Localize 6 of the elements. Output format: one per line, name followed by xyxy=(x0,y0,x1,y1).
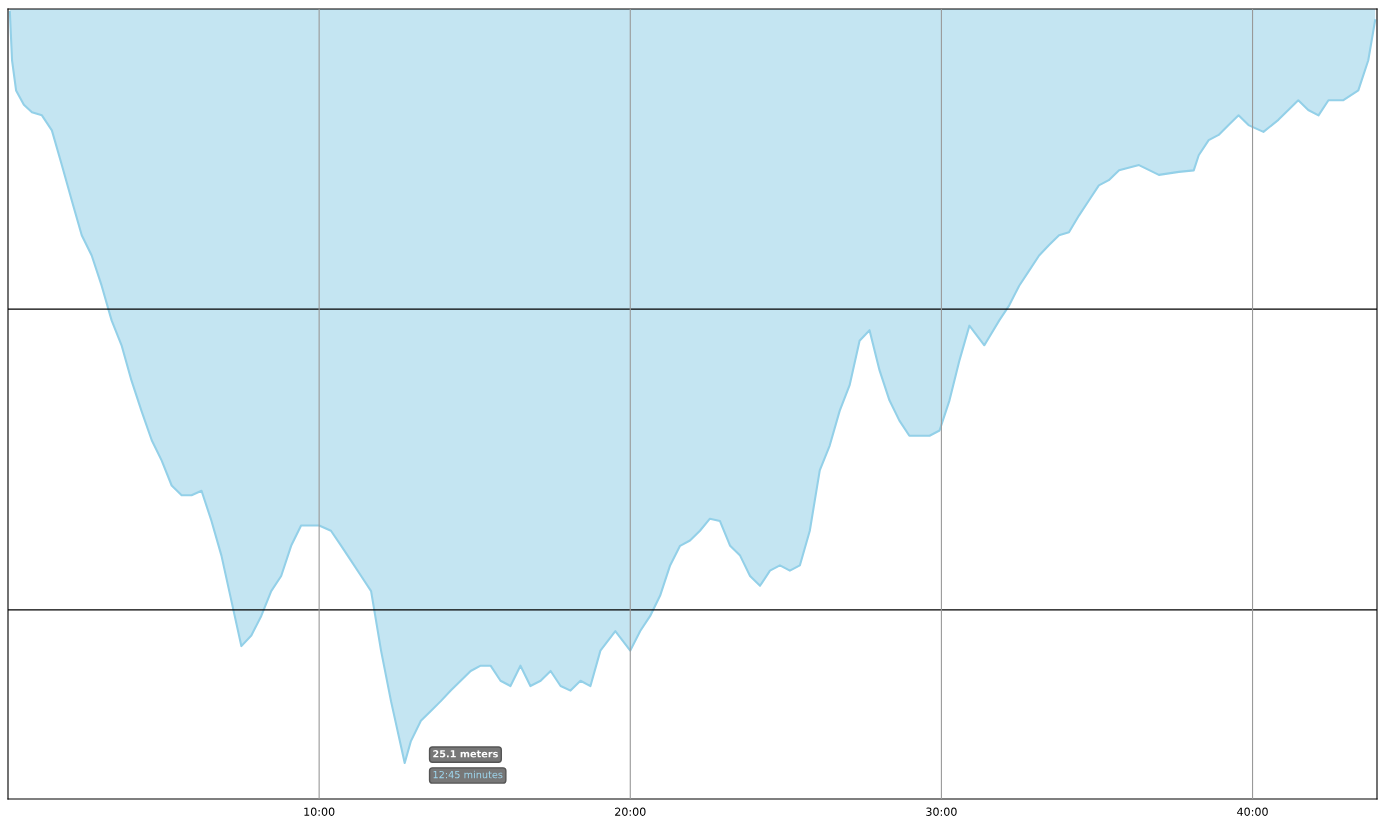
annotation: 25.1 meters xyxy=(433,750,498,758)
x-tick-label: 30:00 xyxy=(926,807,957,816)
x-tick-label: 40:00 xyxy=(1237,807,1268,816)
x-tick-label: 20:00 xyxy=(615,807,646,816)
x-tick-label: 10:00 xyxy=(304,807,335,816)
text: 12:45 minutes xyxy=(433,770,503,779)
